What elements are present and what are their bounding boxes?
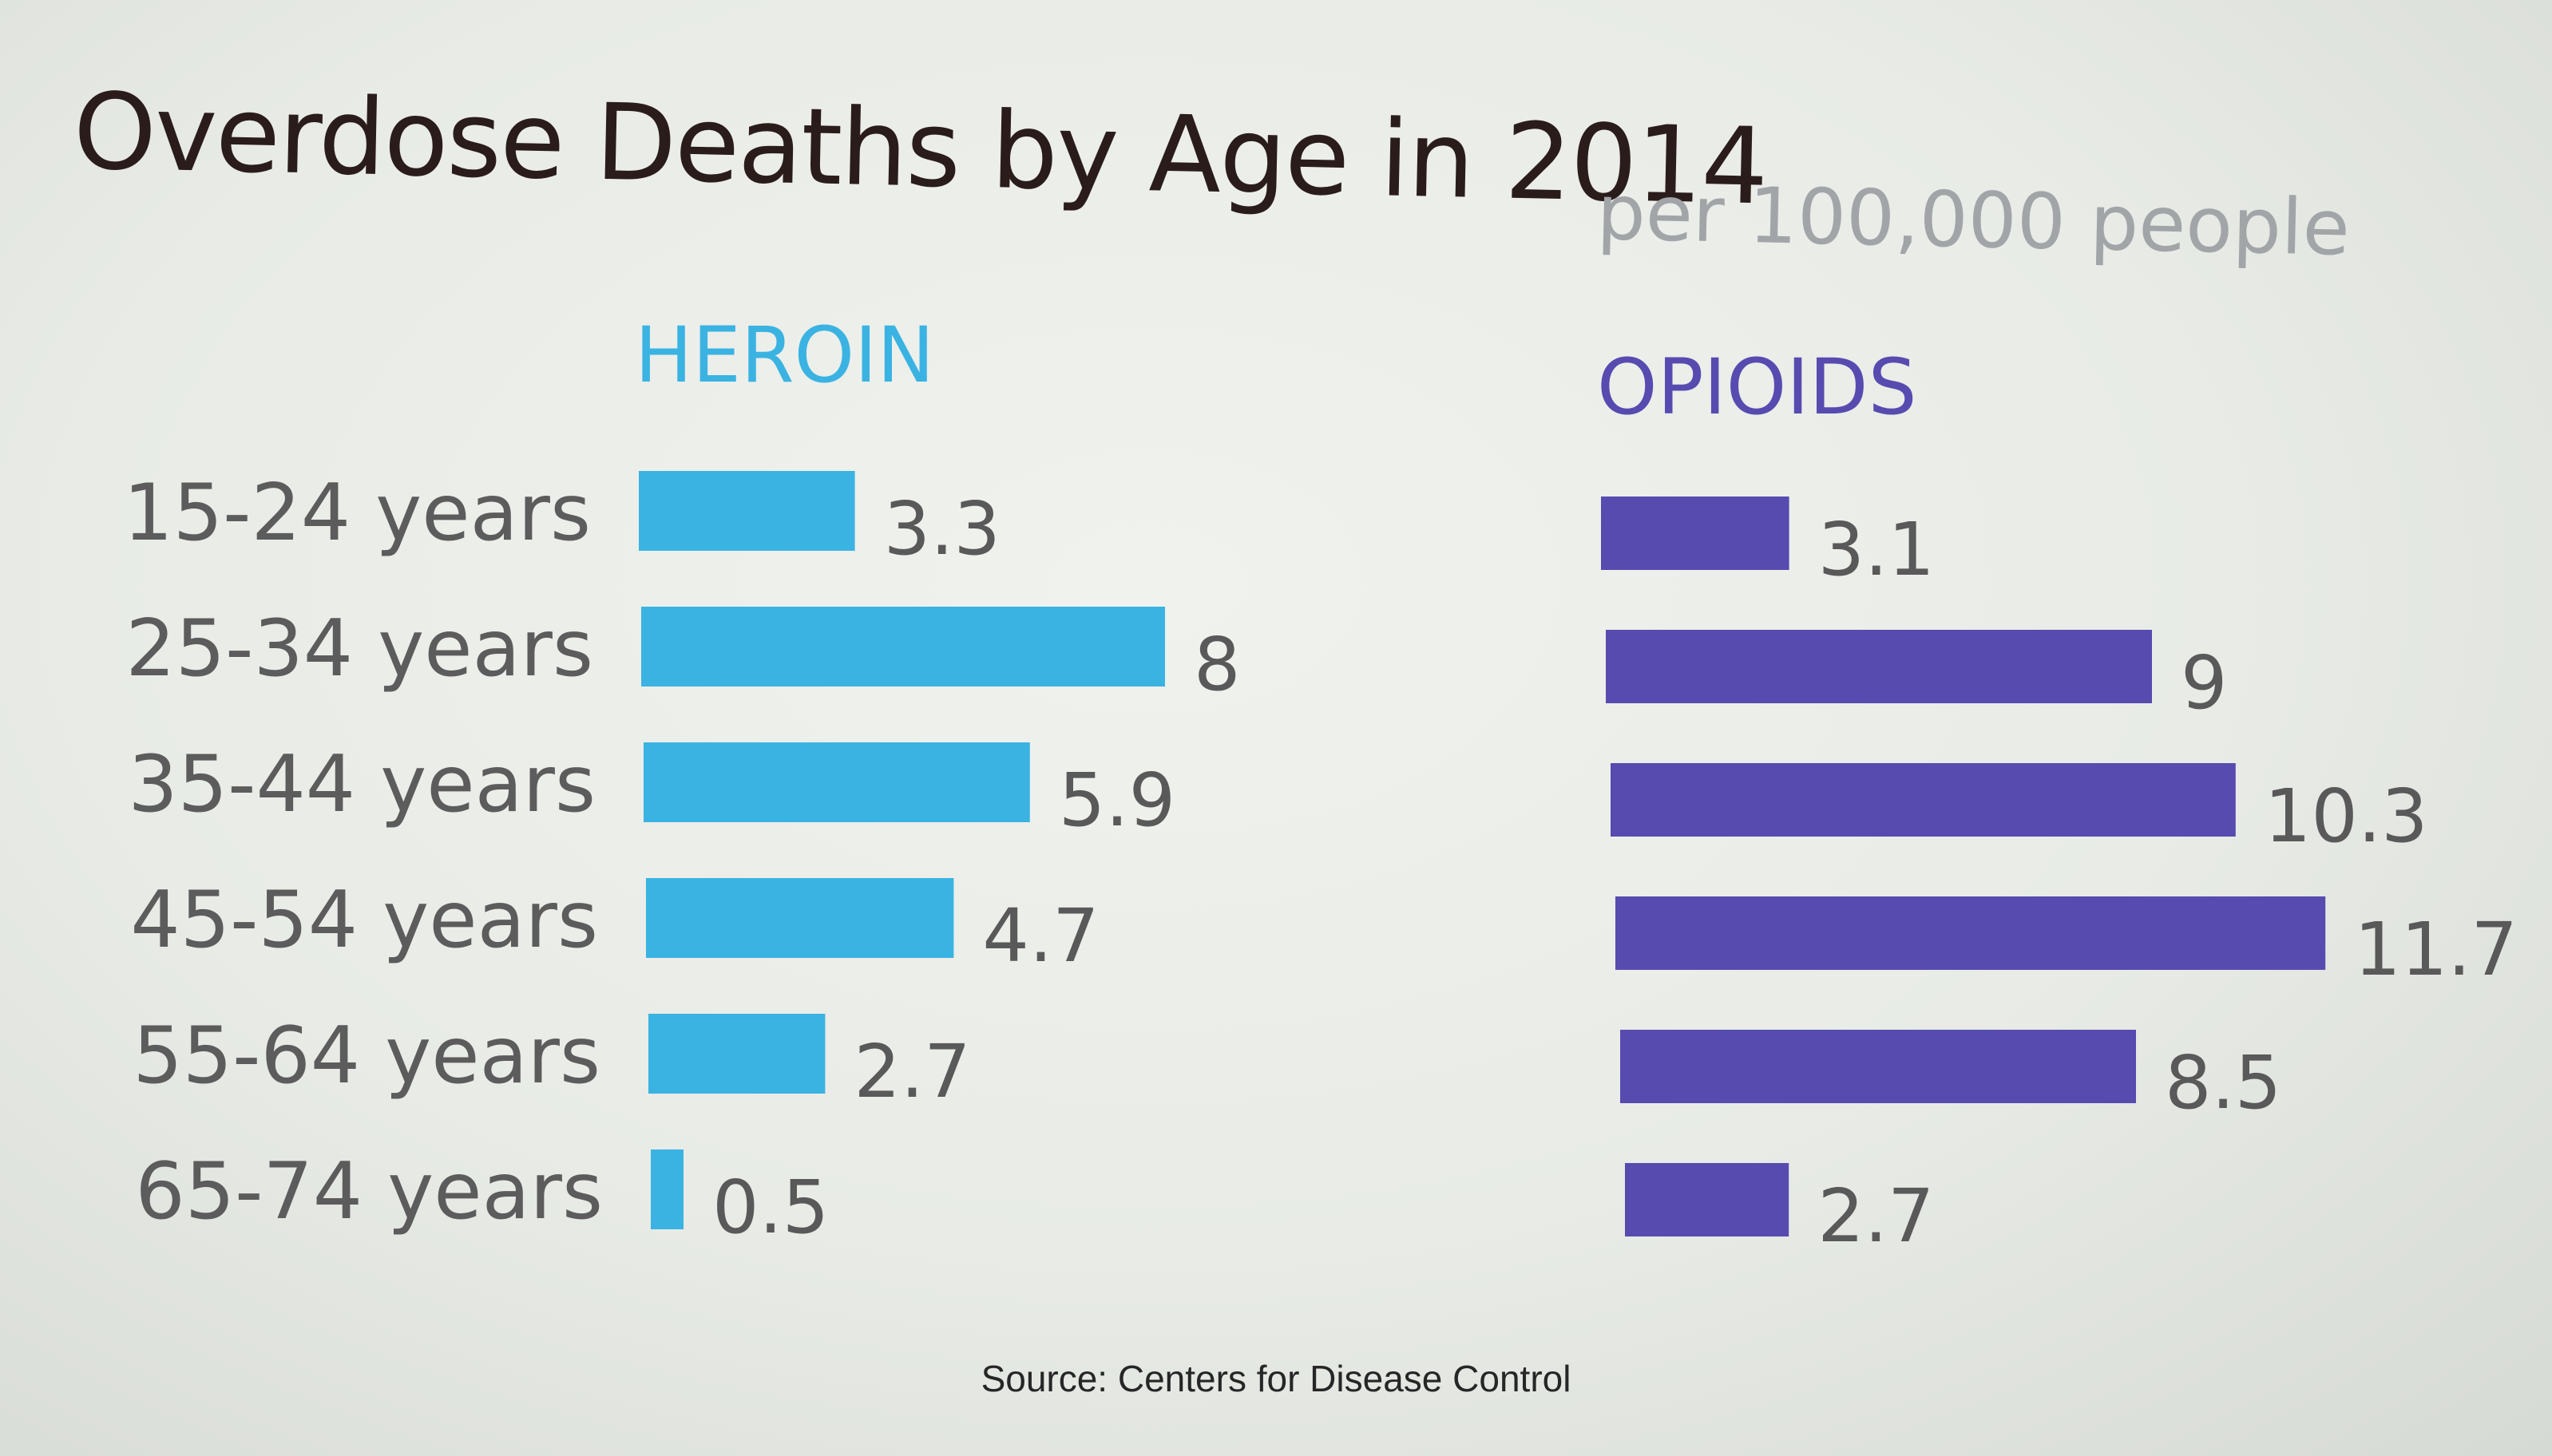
opioids-header: OPIOIDS <box>1597 342 1917 432</box>
source-note: Source: Centers for Disease Control <box>981 1358 1571 1399</box>
heroin-value-label: 5.9 <box>1059 758 1175 843</box>
age-label: 65-74 years <box>135 1146 603 1237</box>
heroin-bar <box>641 607 1165 686</box>
age-label: 25-34 years <box>125 603 593 694</box>
heroin-value-label: 3.3 <box>884 486 1001 572</box>
opioids-value-label: 2.7 <box>1817 1173 1934 1259</box>
opioids-bar <box>1615 896 2326 970</box>
opioids-value-label: 3.1 <box>1818 507 1935 592</box>
opioids-value-label: 8.5 <box>2165 1040 2281 1126</box>
heroin-value-label: 4.7 <box>982 893 1099 979</box>
heroin-value-label: 2.7 <box>854 1029 970 1114</box>
age-label: 45-54 years <box>130 875 598 966</box>
opioids-value-label: 10.3 <box>2265 774 2428 859</box>
opioids-bar <box>1606 630 2152 703</box>
opioids-bar <box>1620 1030 2136 1103</box>
heroin-bar <box>651 1149 684 1229</box>
heroin-bar <box>648 1014 826 1094</box>
heroin-bar <box>646 878 954 958</box>
age-label: 15-24 years <box>123 468 591 559</box>
opioids-value-label: 11.7 <box>2354 907 2518 992</box>
age-label: 35-44 years <box>128 739 596 830</box>
opioids-bar <box>1611 763 2236 837</box>
heroin-bar <box>644 742 1030 822</box>
age-label: 55-64 years <box>133 1011 600 1102</box>
heroin-bar <box>639 471 855 551</box>
heroin-header: HEROIN <box>635 311 934 400</box>
heroin-value-label: 8 <box>1194 622 1241 707</box>
heroin-value-label: 0.5 <box>712 1165 829 1250</box>
opioids-value-label: 9 <box>2181 640 2228 726</box>
opioids-bar <box>1625 1163 1789 1236</box>
opioids-bar <box>1601 497 1789 570</box>
